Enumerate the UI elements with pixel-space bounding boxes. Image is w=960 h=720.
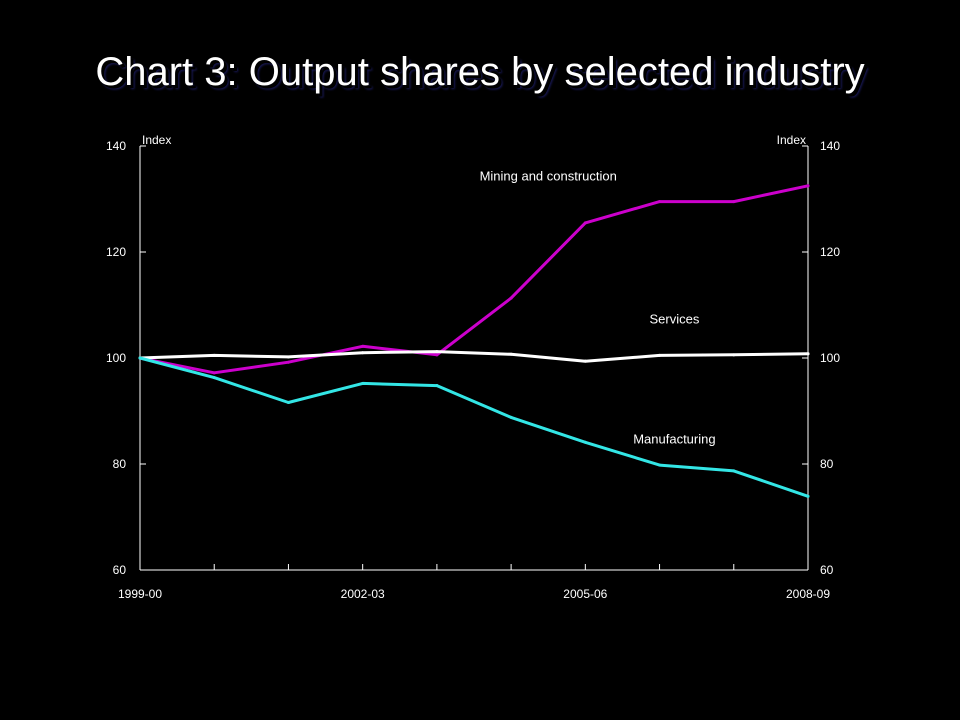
series-line-services [138, 350, 810, 363]
data-point-services [435, 350, 439, 354]
series-lines [138, 184, 810, 498]
x-tick-label: 2005-06 [563, 587, 607, 601]
data-point-manufacturing [212, 376, 216, 380]
x-tick-label: 2002-03 [341, 587, 385, 601]
series-label-services: Services [649, 312, 699, 327]
data-point-manufacturing [658, 463, 662, 467]
series-line-mining-and-construction [138, 184, 810, 375]
data-point-mining-and-construction [658, 200, 662, 204]
chart-title: Chart 3: Output shares by selected indus… [95, 50, 865, 94]
data-point-manufacturing [138, 356, 142, 360]
data-point-manufacturing [583, 440, 587, 444]
data-point-services [361, 351, 365, 355]
y-tick-label-right: 80 [820, 457, 834, 471]
data-point-manufacturing [361, 381, 365, 385]
data-point-mining-and-construction [435, 353, 439, 357]
y-tick-label-left: 60 [113, 563, 127, 577]
data-point-mining-and-construction [806, 184, 810, 188]
data-point-manufacturing [435, 384, 439, 388]
data-point-manufacturing [732, 469, 736, 473]
data-point-manufacturing [509, 415, 513, 419]
data-point-mining-and-construction [509, 296, 513, 300]
y-tick-label-right: 60 [820, 563, 834, 577]
data-point-services [806, 352, 810, 356]
data-point-mining-and-construction [732, 200, 736, 204]
data-point-services [509, 352, 513, 356]
data-point-mining-and-construction [286, 360, 290, 364]
axes: 60 80 100 120 140 60 80 100 120 140 Index Index 1999… [106, 133, 840, 601]
series-label-mining-and-construction: Mining and construction [480, 168, 617, 183]
y-tick-label-left: 80 [113, 457, 127, 471]
x-tick-label: 2008-09 [786, 587, 830, 601]
data-point-services [732, 353, 736, 357]
series-labels: Mining and construction Services Manufactu… [480, 168, 716, 446]
data-point-manufacturing [806, 494, 810, 498]
y-tick-label-right: 100 [820, 351, 840, 365]
y-axis-unit-left: Index [142, 133, 171, 147]
data-point-services [212, 353, 216, 357]
data-point-manufacturing [286, 401, 290, 405]
y-tick-label-left: 140 [106, 139, 126, 153]
y-axis-unit-right: Index [777, 133, 806, 147]
data-point-mining-and-construction [583, 221, 587, 225]
data-point-services [658, 353, 662, 357]
x-tick-label: 1999-00 [118, 587, 162, 601]
series-label-manufacturing: Manufacturing [633, 431, 715, 446]
data-point-mining-and-construction [212, 371, 216, 375]
data-point-mining-and-construction [361, 344, 365, 348]
y-tick-label-left: 120 [106, 245, 126, 259]
data-point-services [286, 355, 290, 359]
data-point-services [583, 359, 587, 363]
y-tick-label-right: 120 [820, 245, 840, 259]
y-tick-label-right: 140 [820, 139, 840, 153]
series-line-manufacturing [138, 356, 810, 498]
y-tick-label-left: 100 [106, 351, 126, 365]
